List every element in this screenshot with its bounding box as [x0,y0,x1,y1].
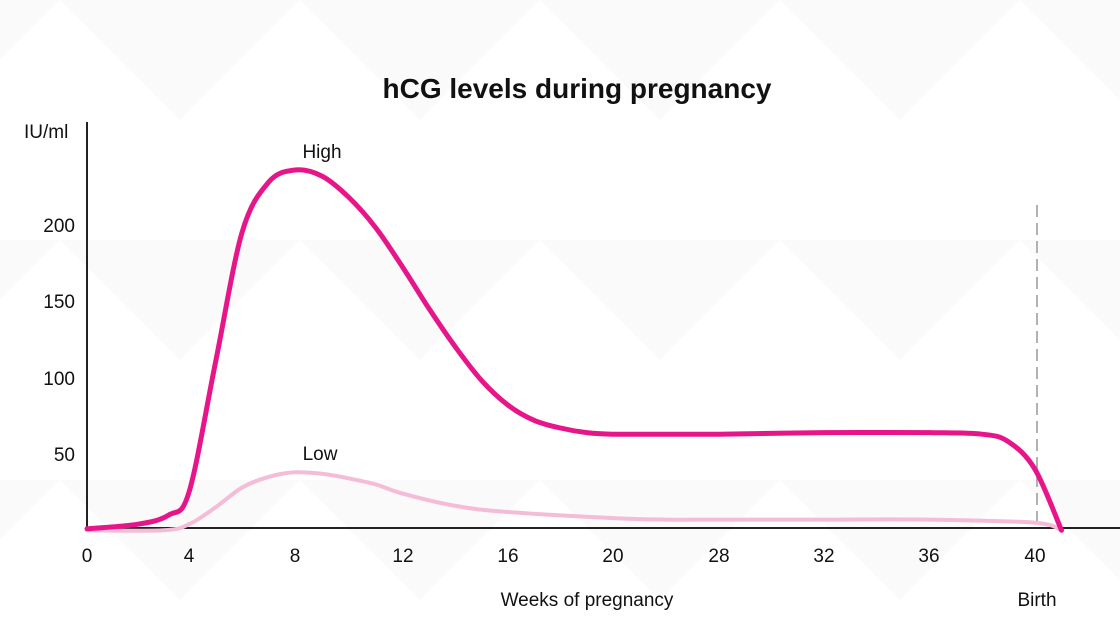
x-tick-label: 28 [708,546,729,567]
x-tick-label: 40 [1024,546,1045,567]
chart-title: hCG levels during pregnancy [383,73,772,104]
series-line-low [85,470,1064,533]
x-tick-label: 16 [497,546,518,567]
x-tick-label: 4 [184,546,195,567]
y-axis-label: IU/ml [24,122,68,143]
x-tick-label: 0 [82,546,93,567]
x-tick-label: 8 [290,546,301,567]
y-tick-label: 100 [43,369,75,390]
series-label-high: High [302,142,341,163]
y-tick-label: 50 [54,445,75,466]
x-axis-label: Weeks of pregnancy [501,590,674,611]
x-tick-label: 20 [602,546,623,567]
series-label-low: Low [303,444,338,465]
x-tick-label: 32 [813,546,834,567]
series-line-high [84,167,1064,533]
y-tick-label: 150 [43,292,75,313]
birth-label: Birth [1017,590,1056,611]
y-tick-label: 200 [43,216,75,237]
x-tick-label: 12 [392,546,413,567]
x-tick-label: 36 [918,546,939,567]
